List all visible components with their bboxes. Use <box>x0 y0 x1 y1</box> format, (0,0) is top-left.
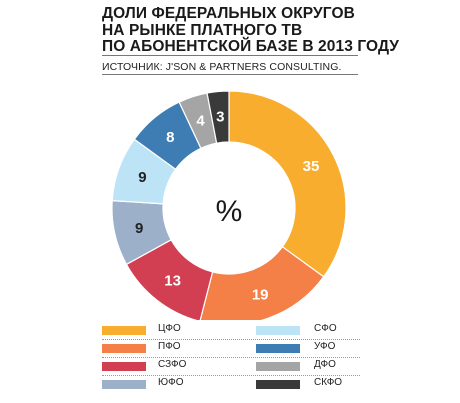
legend-label: УФО <box>314 341 336 352</box>
legend-label: ПФО <box>158 341 181 352</box>
slice-value-label-УФО: 8 <box>166 129 174 146</box>
legend-label: СФО <box>314 323 337 334</box>
legend-swatch <box>256 380 300 389</box>
legend-row: СЗФО ДФО <box>102 359 360 374</box>
slice-value-label-ДФО: 4 <box>196 112 205 129</box>
slice-value-label-СКФО: 3 <box>216 108 224 125</box>
chart-title-line-3: ПО АБОНЕНТСКОЙ БАЗЕ В 2013 ГОДУ <box>102 38 400 55</box>
legend-swatch <box>102 344 146 353</box>
legend-swatch <box>256 344 300 353</box>
donut-chart: 35 19 13 9 9 8 4 3 % <box>111 90 347 320</box>
source-divider <box>102 74 358 75</box>
legend-divider <box>102 357 360 358</box>
slice-value-label-ЮФО: 9 <box>135 220 143 237</box>
donut-center-label: % <box>216 195 243 228</box>
legend-label: ЦФО <box>158 323 181 334</box>
donut-slice-ПФО <box>199 245 325 320</box>
title-divider <box>102 55 358 56</box>
legend-label: СЗФО <box>158 359 187 370</box>
legend-row: ПФО УФО <box>102 341 360 356</box>
legend-divider <box>102 375 360 376</box>
donut-slice-ЦФО <box>228 90 347 278</box>
donut-slice-labels: 35 19 13 9 9 8 4 3 <box>135 108 319 303</box>
legend-row: ЦФО СФО <box>102 323 360 338</box>
legend-label: СКФО <box>314 377 343 388</box>
legend-swatch <box>102 326 146 335</box>
chart-title-line-2: НА РЫНКЕ ПЛАТНОГО ТВ <box>102 21 303 39</box>
legend-label: ДФО <box>314 359 336 370</box>
legend-label: ЮФО <box>158 377 184 388</box>
legend-divider <box>102 339 360 340</box>
legend-swatch <box>102 380 146 389</box>
legend-swatch <box>256 362 300 371</box>
legend-swatch <box>102 362 146 371</box>
chart-title-line-1: ДОЛИ ФЕДЕРАЛЬНЫХ ОКРУГОВ <box>102 5 355 22</box>
legend-row: ЮФО СКФО <box>102 377 360 392</box>
donut-slices <box>111 90 347 320</box>
donut-slice-СКФО <box>206 90 230 144</box>
slice-value-label-СЗФО: 13 <box>164 273 181 290</box>
chart-title: ДОЛИ ФЕДЕРАЛЬНЫХ ОКРУГОВ НА РЫНКЕ ПЛАТНО… <box>102 5 432 56</box>
legend-swatch <box>256 326 300 335</box>
slice-value-label-ЦФО: 35 <box>303 158 320 175</box>
slice-value-label-ПФО: 19 <box>252 287 269 304</box>
source-note: ИСТОЧНИК: J'SON & PARTNERS CONSULTING. <box>102 61 342 73</box>
slice-value-label-СФО: 9 <box>138 169 146 186</box>
